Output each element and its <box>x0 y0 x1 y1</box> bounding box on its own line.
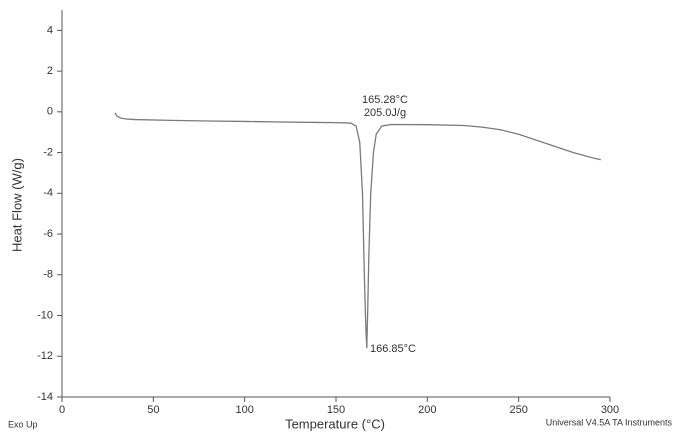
y-tick-label: -14 <box>37 391 53 403</box>
footer-left: Exo Up <box>8 419 38 429</box>
y-tick-label: 0 <box>47 106 53 118</box>
y-axis-label: Heat Flow (W/g) <box>9 158 24 252</box>
x-tick-label: 300 <box>601 404 619 416</box>
y-tick-label: -8 <box>43 269 53 281</box>
x-tick-label: 50 <box>147 404 159 416</box>
annotation: 166.85°C <box>370 343 416 355</box>
y-tick-label: -2 <box>43 146 53 158</box>
annotation: 205.0J/g <box>364 107 406 119</box>
x-tick-label: 250 <box>509 404 527 416</box>
x-tick-label: 200 <box>418 404 436 416</box>
y-tick-label: -4 <box>43 187 53 199</box>
y-tick-label: 4 <box>47 24 53 36</box>
annotation: 165.28°C <box>362 94 408 106</box>
y-tick-label: -6 <box>43 228 53 240</box>
x-tick-label: 150 <box>327 404 345 416</box>
data-line <box>114 112 602 349</box>
x-tick-label: 100 <box>235 404 253 416</box>
x-axis-label: Temperature (°C) <box>285 416 385 431</box>
footer-right: Universal V4.5A TA Instruments <box>546 417 673 427</box>
x-tick-label: 0 <box>59 404 65 416</box>
y-tick-label: -10 <box>37 309 53 321</box>
y-tick-label: -12 <box>37 350 53 362</box>
y-tick-label: 2 <box>47 65 53 77</box>
